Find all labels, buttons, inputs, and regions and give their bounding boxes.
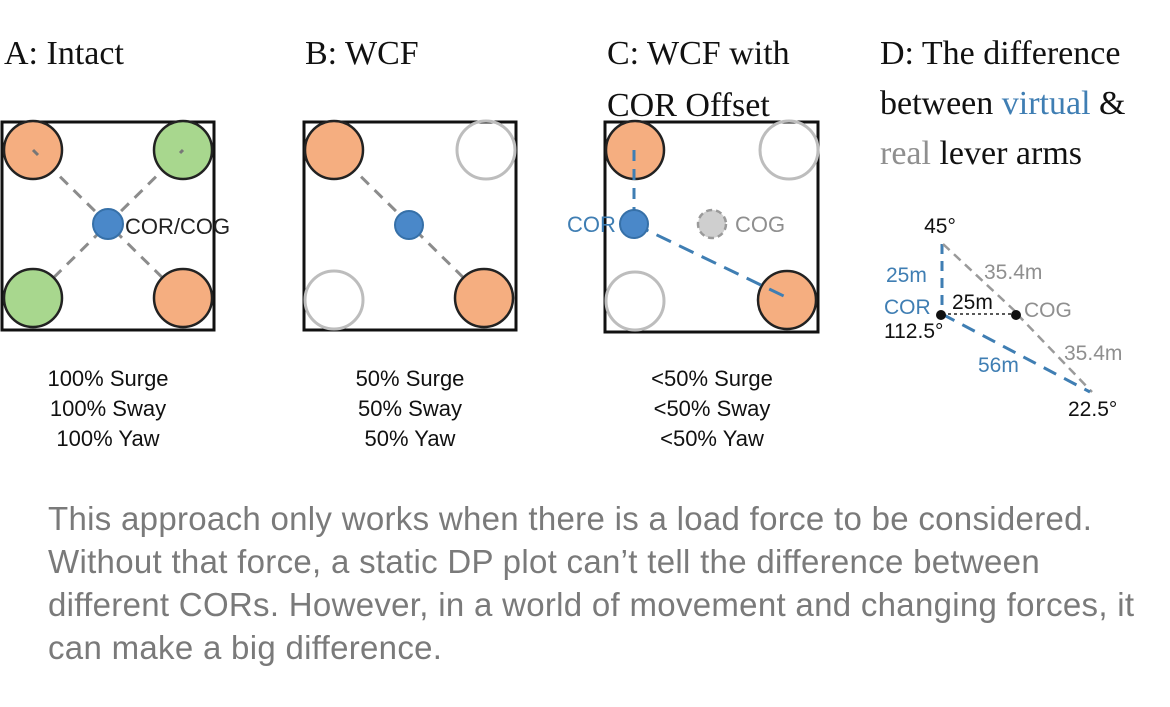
cor-label-c: COR	[567, 212, 616, 237]
thruster-c-top-right-failed	[758, 119, 820, 181]
cor-cog-dot-b	[394, 210, 424, 240]
title-virtual: virtual	[1002, 85, 1091, 122]
panel-c-title-line1: C: WCF with	[607, 35, 790, 72]
panel-c: C: WCF with COR Offset COR COG <50% Surg…	[567, 35, 820, 451]
thruster-a-top-left	[2, 119, 64, 181]
panel-a: A: Intact COR/COG 100% Surge 100% Sway 1…	[0, 35, 230, 451]
thruster-b-bottom-right	[453, 267, 515, 329]
title-ampersand: &	[1091, 85, 1126, 122]
lever-arm-c-diagonal	[633, 222, 791, 301]
stat-c-yaw: <50% Yaw	[660, 426, 764, 451]
lever-diag-bottom-35m	[1016, 313, 1093, 393]
panel-b-title: B: WCF	[305, 35, 419, 72]
angle-112-5: 112.5°	[884, 320, 943, 343]
panel-d-title-line1: D: The difference	[880, 35, 1120, 72]
thruster-c-bottom-left-failed	[604, 270, 666, 332]
angle-45: 45°	[924, 215, 956, 238]
vessel-outline-c	[603, 120, 820, 334]
len-horizontal: 25m	[952, 291, 993, 314]
title-between: between	[880, 85, 1002, 122]
cor-cog-label-a: COR/COG	[125, 214, 230, 239]
panel-a-title: A: Intact	[4, 35, 124, 72]
title-lever-arms: lever arms	[931, 135, 1082, 172]
lever-diag-top-35m	[942, 243, 1018, 314]
diagram-figure: A: Intact COR/COG 100% Surge 100% Sway 1…	[0, 35, 1126, 451]
stat-b-sway: 50% Sway	[358, 396, 462, 421]
cor-dot-c	[619, 209, 649, 239]
thruster-a-tl-dot	[31, 148, 40, 157]
panel-d-title-line3: real lever arms	[880, 135, 1082, 172]
lever-virtual-56m	[941, 312, 1091, 394]
angle-22-5: 22.5°	[1068, 398, 1117, 421]
len-vertical: 25m	[886, 264, 927, 287]
panel-b: B: WCF 50% Surge 50% Sway 50% Yaw	[302, 35, 518, 451]
cog-point-d	[1011, 310, 1021, 320]
vessel-outline-b	[302, 120, 518, 332]
thruster-b-top-right-failed	[455, 119, 517, 181]
len-virtual: 56m	[978, 354, 1019, 377]
stat-c-sway: <50% Sway	[654, 396, 771, 421]
panel-c-title-line2: COR Offset	[607, 87, 770, 124]
stat-c-surge: <50% Surge	[651, 366, 773, 391]
cog-dot-c	[696, 208, 728, 240]
len-diag-top: 35.4m	[984, 261, 1042, 284]
stat-a-surge: 100% Surge	[47, 366, 168, 391]
thruster-a-bottom-right	[152, 267, 214, 329]
vessel-outline-a	[0, 120, 216, 332]
cor-cog-dot-a	[92, 208, 124, 240]
panel-d: D: The difference between virtual & real…	[880, 35, 1126, 421]
stat-b-surge: 50% Surge	[356, 366, 465, 391]
stat-b-yaw: 50% Yaw	[365, 426, 456, 451]
cog-label-c: COG	[735, 212, 785, 237]
cor-label-d: COR	[884, 296, 931, 319]
stat-a-sway: 100% Sway	[50, 396, 166, 421]
title-real: real	[880, 135, 931, 172]
thruster-c-bottom-right	[756, 269, 818, 331]
thruster-b-bottom-left-failed	[303, 269, 365, 331]
thruster-b-top-left	[303, 119, 365, 181]
caption-paragraph: This approach only works when there is a…	[48, 500, 1135, 666]
thruster-a-bottom-left	[2, 267, 64, 329]
cor-point-d	[936, 310, 946, 320]
len-diag-bottom: 35.4m	[1064, 342, 1122, 365]
cog-label-d: COG	[1024, 299, 1072, 322]
stat-a-yaw: 100% Yaw	[56, 426, 159, 451]
thruster-a-tr-dot	[178, 148, 185, 155]
panel-d-title-line2: between virtual &	[880, 85, 1126, 122]
